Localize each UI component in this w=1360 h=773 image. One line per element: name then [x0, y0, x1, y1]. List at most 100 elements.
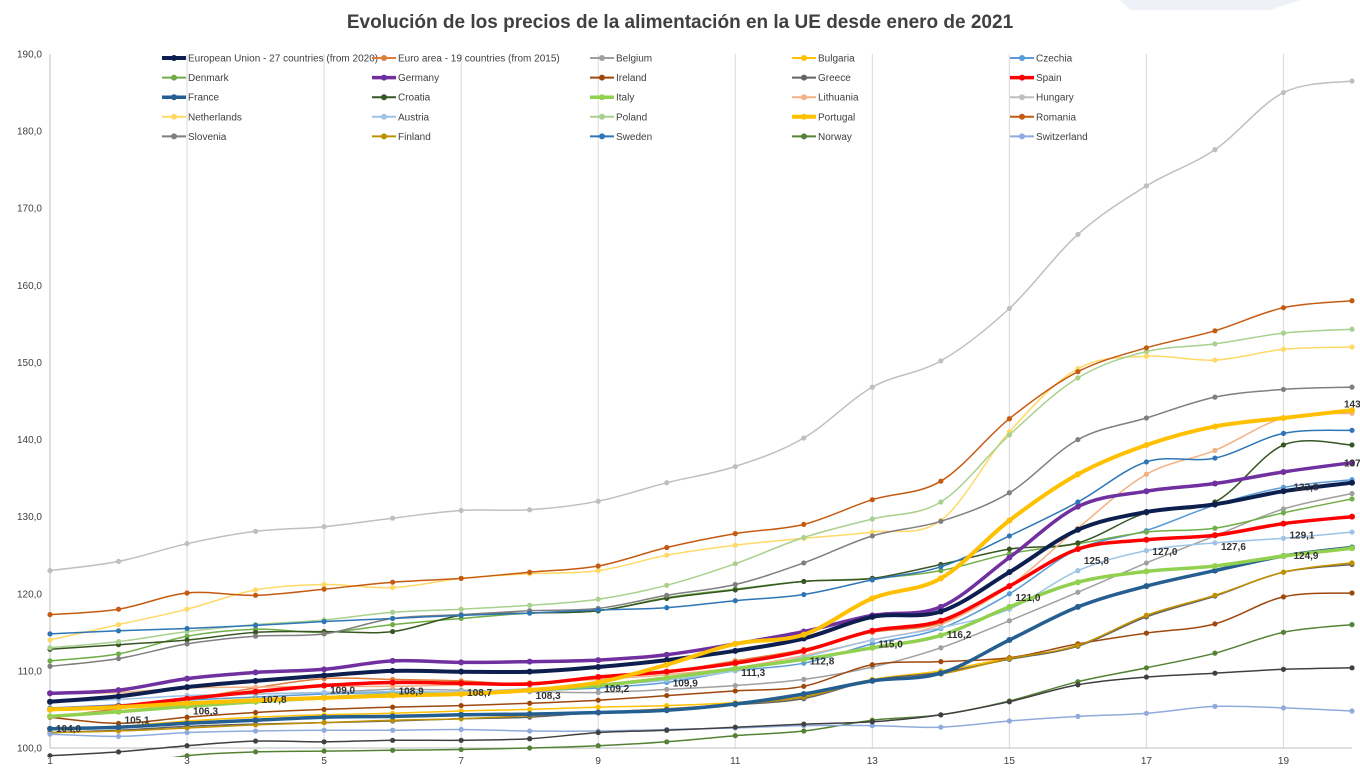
data-point — [321, 618, 327, 625]
data-point — [184, 637, 190, 643]
data-point — [595, 709, 602, 716]
data-point — [252, 633, 259, 639]
data-point — [184, 725, 190, 731]
data-point — [389, 692, 396, 699]
data-point — [800, 691, 807, 698]
data-point — [527, 602, 533, 608]
series-line — [49, 346, 1353, 641]
series-line — [49, 386, 1353, 668]
data-point — [1006, 546, 1012, 552]
legend-marker — [381, 94, 387, 101]
legend-label: Denmark — [188, 73, 230, 84]
data-point — [1211, 532, 1218, 539]
data-point — [801, 676, 807, 682]
data-point — [1211, 501, 1218, 508]
data-point — [47, 645, 53, 651]
data-point — [1349, 427, 1355, 433]
data-point — [321, 706, 327, 713]
x-tick-label: 3 — [184, 756, 190, 767]
legend-marker — [171, 113, 177, 120]
series-line — [48, 408, 1354, 712]
series-line — [171, 623, 1353, 757]
data-point — [869, 529, 875, 535]
legend-item: Netherlands — [162, 112, 242, 123]
legend-item: Bulgaria — [792, 54, 855, 65]
data-point — [184, 729, 190, 736]
data-label: 116,2 — [947, 630, 972, 641]
data-point — [1212, 703, 1218, 709]
data-point — [252, 738, 259, 744]
data-point — [321, 748, 327, 754]
data-point — [1074, 471, 1081, 478]
legend-marker — [1019, 133, 1025, 140]
legend-label: Germany — [398, 73, 439, 84]
data-point — [663, 674, 670, 681]
data-point — [869, 577, 875, 583]
data-point — [1075, 436, 1081, 443]
data-point — [1280, 520, 1287, 527]
data-point — [115, 655, 122, 662]
data-point — [321, 586, 327, 592]
data-point — [732, 733, 738, 739]
data-point — [801, 578, 807, 585]
data-point — [800, 656, 807, 663]
data-point — [115, 704, 122, 711]
legend-item: Italy — [590, 93, 634, 104]
data-point — [732, 598, 738, 604]
data-point — [1212, 540, 1218, 546]
data-point — [390, 609, 396, 615]
data-point — [1212, 394, 1218, 400]
data-point — [732, 531, 738, 537]
data-point — [252, 622, 259, 628]
data-point — [732, 660, 739, 667]
data-point — [732, 581, 738, 588]
data-point — [527, 507, 533, 513]
legend-item: European Union - 27 countries (from 2020… — [162, 54, 378, 65]
data-point — [47, 698, 53, 705]
data-point — [1006, 583, 1013, 590]
legend-label: France — [188, 93, 220, 104]
data-point — [595, 498, 601, 504]
data-point — [869, 677, 876, 684]
data-point — [458, 659, 465, 666]
data-point — [1143, 583, 1150, 590]
series-line — [49, 300, 1353, 616]
data-point — [1143, 415, 1150, 421]
data-point — [115, 606, 122, 612]
legend-label: Belgium — [616, 54, 652, 65]
data-point — [1143, 183, 1150, 189]
data-point — [390, 747, 396, 753]
data-point — [663, 707, 670, 714]
data-point — [732, 665, 739, 672]
data-point — [321, 672, 328, 679]
data-point — [664, 692, 670, 699]
data-point — [1006, 699, 1012, 705]
data-point — [1212, 341, 1218, 347]
data-point — [1143, 529, 1150, 535]
x-tick-label: 15 — [1004, 756, 1016, 767]
data-point — [1349, 344, 1355, 350]
legend-label: Czechia — [1036, 54, 1073, 65]
data-point — [732, 682, 738, 689]
series-line — [48, 514, 1354, 712]
data-point — [321, 682, 328, 689]
data-point — [1075, 713, 1081, 719]
legend-label: European Union - 27 countries (from 2020… — [188, 54, 378, 65]
data-point — [1006, 490, 1012, 496]
legend-marker — [599, 113, 605, 120]
data-point — [527, 745, 533, 751]
data-point — [732, 587, 738, 593]
data-point — [184, 753, 190, 757]
data-point — [1006, 637, 1013, 644]
data-point — [1280, 506, 1287, 512]
data-point — [1143, 536, 1150, 543]
legend-label: Lithuania — [818, 93, 859, 104]
data-point — [526, 711, 533, 718]
legend-item: Slovenia — [162, 132, 227, 143]
data-point — [1075, 375, 1081, 381]
data-point — [938, 518, 944, 524]
data-label: 106,3 — [193, 706, 218, 717]
legend-marker — [599, 74, 605, 81]
data-point — [184, 675, 191, 682]
vertical-gridlines — [49, 54, 1284, 748]
